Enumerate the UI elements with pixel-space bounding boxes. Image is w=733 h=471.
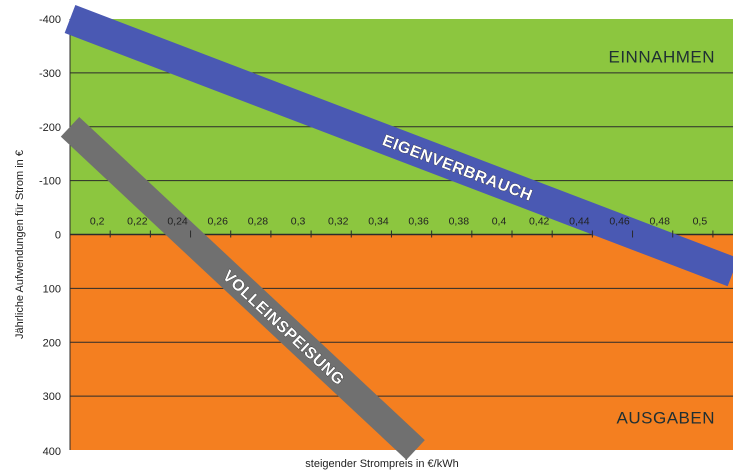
y-tick-label-3: -100 (39, 176, 61, 188)
x-tick-label-13: 0,46 (609, 216, 630, 228)
series-band-1 (60, 116, 425, 460)
y-tick-label-7: 300 (43, 391, 61, 403)
y-tick-label-8: 400 (43, 446, 61, 458)
x-tick-label-12: 0,44 (569, 216, 590, 228)
y-tick-label-6: 200 (43, 337, 61, 349)
series-band-0 (64, 4, 733, 287)
x-tick-label-10: 0,4 (492, 216, 507, 228)
x-tick-label-7: 0,34 (368, 216, 389, 228)
y-tick-label-4: 0 (55, 230, 61, 242)
x-tick-label-14: 0,48 (650, 216, 671, 228)
x-tick-label-2: 0,24 (167, 216, 188, 228)
region-label-einnahmen: EINNAHMEN (608, 48, 715, 67)
x-tick-label-3: 0,26 (208, 216, 229, 228)
x-tick-label-0: 0,2 (90, 216, 105, 228)
x-tick-label-15: 0,5 (693, 216, 708, 228)
y-tick-label-1: -300 (39, 68, 61, 80)
x-tick-label-5: 0,3 (291, 216, 306, 228)
x-tick-label-6: 0,32 (328, 216, 349, 228)
x-tick-label-8: 0,36 (408, 216, 429, 228)
y-tick-label-2: -200 (39, 122, 61, 134)
series-bands (60, 4, 733, 460)
x-axis: 0,2 0,22 0,24 0,26 0,28 0,3 0,32 0,34 0,36 0,38 0,… (90, 216, 714, 238)
y-axis-title: Jährliche Aufwendungen für Strom in € (14, 150, 26, 339)
y-tick-label-5: 100 (43, 283, 61, 295)
y-tick-label-0: -400 (39, 14, 61, 26)
x-axis-title: steigender Strompreis in €/kWh (305, 458, 458, 470)
region-label-ausgaben: AUSGABEN (617, 409, 715, 428)
x-tick-label-1: 0,22 (127, 216, 148, 228)
x-tick-label-4: 0,28 (248, 216, 269, 228)
x-tick-label-9: 0,38 (449, 216, 470, 228)
x-tick-label-11: 0,42 (529, 216, 550, 228)
y-axis: -400 -300 -200 -100 0 100 200 300 400 (39, 14, 61, 458)
